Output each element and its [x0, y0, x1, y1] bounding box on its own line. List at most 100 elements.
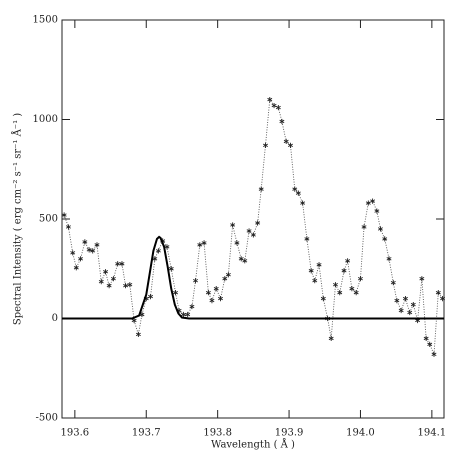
plot-frame [61, 19, 445, 419]
y-tick-label: 0 [52, 313, 58, 324]
data-point [288, 142, 293, 148]
data-point [209, 297, 215, 304]
data-point [341, 268, 347, 274]
y-tick-label: 1000 [33, 114, 58, 125]
data-point [201, 240, 207, 246]
data-point [258, 186, 264, 192]
data-point [353, 290, 359, 296]
data-point [148, 294, 154, 300]
data-point [345, 258, 351, 264]
data-point [435, 290, 441, 296]
data-point [164, 244, 170, 250]
data-point [155, 248, 161, 254]
data-point [320, 296, 326, 302]
data-point [431, 351, 437, 357]
data-point [279, 118, 285, 125]
data-point [402, 296, 408, 302]
x-axis-label: Wavelength ( Å ) [211, 439, 295, 451]
data-point [103, 269, 109, 275]
data-point [377, 226, 383, 232]
data-point [382, 236, 388, 242]
data-point [365, 200, 371, 206]
data-point [295, 190, 301, 196]
data-point [222, 276, 228, 282]
data-point [332, 282, 338, 288]
data-point [312, 278, 318, 284]
x-tick-label: 194.1 [418, 428, 447, 439]
data-point [180, 311, 186, 318]
data-point [300, 200, 306, 206]
data-point [390, 280, 396, 286]
data-point [246, 228, 252, 234]
data-point [304, 236, 310, 242]
data-point [135, 331, 141, 338]
data-point [65, 224, 71, 230]
data-point [82, 239, 88, 245]
data-point [271, 102, 277, 109]
data-point [316, 262, 322, 268]
data-point [106, 283, 112, 289]
data-point [127, 282, 133, 288]
data-point [337, 290, 343, 296]
data-point [357, 276, 363, 282]
data-point [419, 276, 425, 282]
data-point [386, 256, 392, 262]
data-point [242, 258, 248, 264]
data-point [205, 290, 211, 296]
data-point [234, 240, 240, 246]
data-point [119, 261, 125, 267]
data-point [275, 104, 281, 111]
data-point [197, 242, 203, 248]
x-tick-label: 193.8 [203, 428, 232, 439]
data-point [168, 266, 174, 272]
data-point [283, 138, 289, 144]
data-point [94, 242, 100, 248]
data-point [292, 186, 298, 192]
y-axis-label: Spectral Intensity ( erg cm⁻² s⁻¹ sr⁻¹ Å… [12, 113, 24, 325]
data-point [349, 286, 355, 292]
data-point [193, 278, 198, 284]
data-point [238, 256, 244, 262]
data-point [440, 296, 446, 302]
data-point [230, 222, 236, 228]
data-point [115, 261, 121, 267]
data-point [78, 256, 84, 262]
data-point [218, 296, 223, 302]
data-point [225, 272, 231, 278]
data-point [98, 279, 104, 285]
x-tick-label: 193.9 [275, 428, 304, 439]
data-point [263, 142, 268, 148]
data-point [394, 297, 400, 304]
data-point [131, 317, 137, 324]
data-point [410, 301, 416, 308]
data-point [213, 286, 219, 292]
data-point [267, 97, 273, 103]
series-line [62, 235, 444, 320]
y-tick-label: 1500 [33, 15, 58, 26]
data-point [398, 307, 404, 314]
data-point [123, 283, 129, 289]
x-tick-label: 193.7 [132, 428, 161, 439]
data-point [250, 232, 256, 238]
data-point [73, 265, 79, 271]
data-point [173, 290, 179, 296]
y-tick-label: -500 [36, 413, 58, 424]
x-tick-label: 194.0 [346, 428, 375, 439]
data-point [427, 341, 433, 347]
y-tick-label: 500 [39, 214, 58, 225]
data-point [308, 268, 314, 274]
data-point [370, 198, 376, 204]
data-point [328, 335, 334, 341]
data-point [70, 250, 76, 256]
data-point [407, 309, 413, 316]
data-point [361, 224, 367, 230]
data-point [86, 247, 92, 253]
data-point [90, 248, 96, 254]
data-point [189, 303, 195, 310]
series-line [63, 98, 443, 355]
data-point [110, 276, 116, 282]
x-tick-label: 193.6 [61, 428, 90, 439]
data-point [61, 212, 67, 218]
data-point [152, 256, 158, 262]
